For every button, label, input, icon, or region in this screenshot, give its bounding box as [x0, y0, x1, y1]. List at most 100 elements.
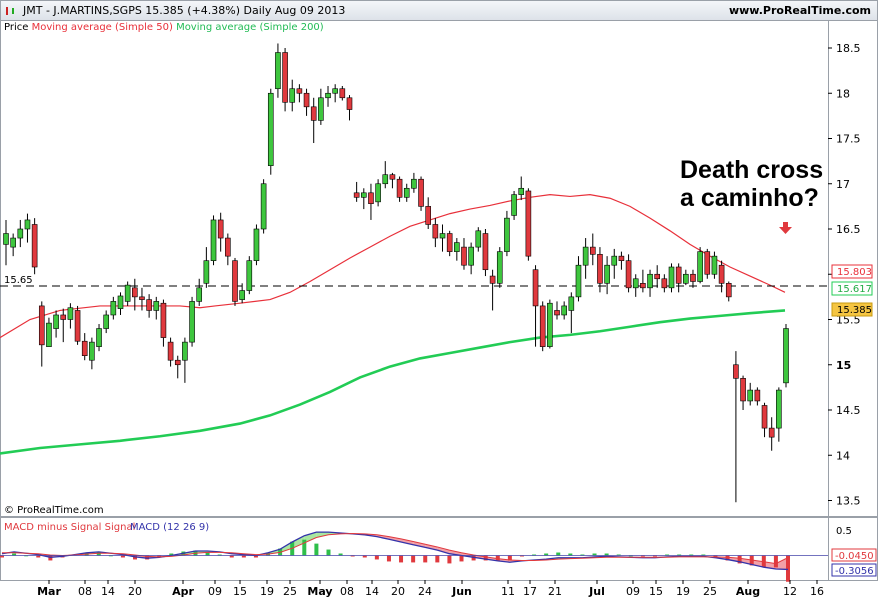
candle-body[interactable] [117, 295, 124, 309]
candle-body[interactable] [733, 364, 739, 379]
candle-body[interactable] [232, 260, 238, 302]
candle-body[interactable] [246, 260, 253, 291]
candle-body[interactable] [647, 273, 653, 289]
candle-body[interactable] [124, 284, 131, 302]
candle-body[interactable] [611, 255, 618, 266]
candle-body[interactable] [625, 260, 632, 289]
candle-body[interactable] [425, 206, 432, 225]
candle-body[interactable] [310, 106, 317, 121]
candle-body[interactable] [103, 314, 109, 329]
candle-body[interactable] [432, 224, 439, 239]
candle-body[interactable] [725, 282, 732, 298]
candle-body[interactable] [740, 378, 746, 402]
candle-body[interactable] [260, 183, 267, 230]
candle-body[interactable] [675, 266, 682, 284]
candle-body[interactable] [554, 310, 560, 316]
candle-body[interactable] [346, 97, 353, 110]
candle-body[interactable] [225, 237, 231, 257]
candle-body[interactable] [60, 314, 67, 320]
candle-body[interactable] [332, 88, 338, 94]
candle-body[interactable] [776, 389, 782, 429]
candle-body[interactable] [783, 328, 789, 384]
candle-body[interactable] [303, 92, 310, 108]
candle-body[interactable] [67, 307, 74, 320]
candle-body[interactable] [10, 237, 16, 248]
candle-body[interactable] [46, 322, 52, 347]
candle-body[interactable] [718, 264, 725, 284]
candle-body[interactable] [375, 183, 381, 203]
candle-body[interactable] [418, 178, 424, 207]
candle-body[interactable] [640, 282, 646, 289]
candle-body[interactable] [683, 273, 689, 284]
candle-body[interactable] [296, 88, 303, 94]
candle-body[interactable] [253, 228, 260, 261]
candle-body[interactable] [24, 219, 31, 230]
candle-body[interactable] [89, 341, 95, 361]
candle-body[interactable] [582, 246, 589, 266]
candle-body[interactable] [74, 310, 81, 342]
candle-body[interactable] [704, 251, 711, 275]
candle-body[interactable] [411, 178, 417, 189]
candle-body[interactable] [454, 242, 460, 252]
candle-body[interactable] [17, 228, 24, 239]
candle-body[interactable] [396, 178, 403, 198]
candle-body[interactable] [353, 192, 360, 198]
ma200-line[interactable] [0, 309, 786, 455]
candle-body[interactable] [96, 328, 102, 347]
candle-body[interactable] [174, 359, 181, 366]
candle-body[interactable] [475, 230, 482, 248]
candle-body[interactable] [182, 341, 188, 361]
candle-body[interactable] [668, 266, 675, 289]
candle-body[interactable] [604, 264, 610, 284]
candle-body[interactable] [318, 97, 324, 121]
candle-body[interactable] [754, 389, 761, 402]
site-url[interactable]: www.ProRealTime.com [728, 4, 871, 17]
candle-body[interactable] [518, 187, 525, 195]
candle-body[interactable] [768, 427, 775, 438]
ma50-line[interactable] [0, 194, 786, 339]
candle-body[interactable] [368, 192, 374, 204]
candle-body[interactable] [539, 305, 546, 347]
candle-body[interactable] [31, 224, 38, 268]
legend-ma200[interactable]: Moving average (Simple 200) [176, 22, 324, 33]
candle-body[interactable] [146, 299, 152, 311]
candle-body[interactable] [382, 174, 389, 185]
candle-body[interactable] [360, 192, 367, 198]
candle-body[interactable] [747, 389, 754, 402]
candle-body[interactable] [110, 301, 117, 316]
candle-body[interactable] [339, 88, 346, 99]
candle-body[interactable] [267, 92, 274, 166]
candle-body[interactable] [618, 255, 625, 261]
candle-body[interactable] [711, 255, 718, 275]
candle-body[interactable] [632, 278, 639, 289]
candle-body[interactable] [504, 217, 510, 252]
candle-body[interactable] [282, 52, 288, 103]
legend-ma50[interactable]: Moving average (Simple 50) [31, 22, 173, 33]
candle-body[interactable] [589, 246, 596, 255]
candle-body[interactable] [532, 269, 539, 307]
candle-body[interactable] [275, 52, 281, 90]
candle-body[interactable] [325, 92, 331, 99]
candle-body[interactable] [489, 275, 496, 284]
candle-body[interactable] [3, 233, 9, 245]
candle-body[interactable] [38, 305, 45, 346]
candle-body[interactable] [196, 287, 203, 302]
macd-legend-macd[interactable]: MACD (12 26 9) [130, 522, 209, 533]
candle-body[interactable] [482, 233, 489, 271]
candle-body[interactable] [690, 273, 696, 282]
candle-body[interactable] [597, 254, 603, 284]
candle-body[interactable] [289, 88, 296, 103]
candle-body[interactable] [203, 260, 210, 284]
candle-body[interactable] [403, 187, 410, 198]
price-pane[interactable] [0, 20, 878, 517]
candle-body[interactable] [160, 302, 167, 338]
candle-body[interactable] [53, 314, 59, 329]
candle-body[interactable] [81, 340, 88, 357]
candle-body[interactable] [525, 190, 532, 257]
candle-body[interactable] [575, 264, 582, 298]
candle-body[interactable] [239, 290, 245, 300]
candle-body[interactable] [568, 296, 575, 311]
candle-body[interactable] [189, 301, 195, 343]
candle-body[interactable] [446, 233, 453, 252]
